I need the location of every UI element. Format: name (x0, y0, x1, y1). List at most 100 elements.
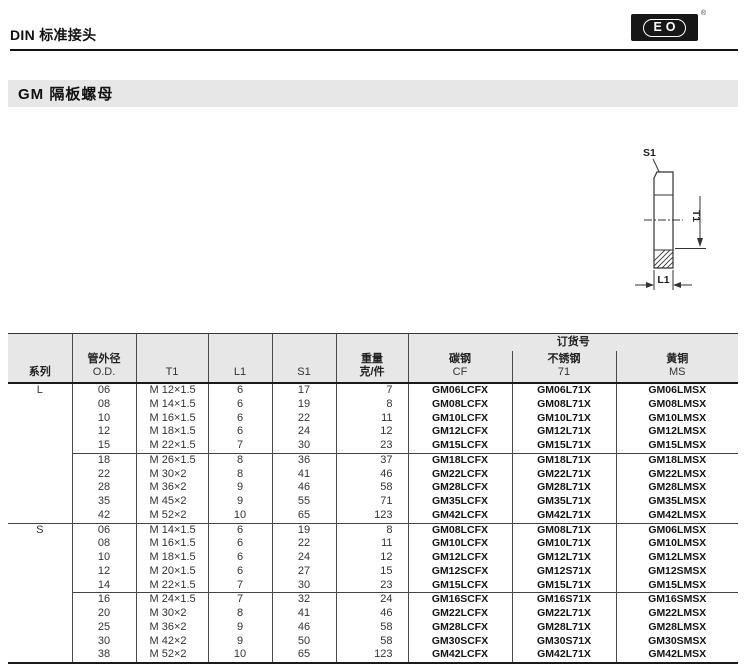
cell-ss: GM42L71X (511, 508, 616, 523)
cell-ms: GM15LMSX (615, 578, 739, 593)
cell-ss: GM22L71X (511, 467, 616, 482)
cell-series (8, 412, 72, 426)
cell-ms: GM22LMSX (615, 607, 739, 621)
cell-weight: 11 (335, 411, 408, 426)
cell-ms: GM12SMSX (615, 564, 739, 579)
cell-ms: GM35LMSX (615, 495, 739, 509)
cell-od: 20 (71, 607, 136, 621)
cell-ss: GM28L71X (511, 620, 616, 635)
cell-t1: M 14×1.5 (135, 397, 208, 412)
cell-od: 16 (71, 592, 136, 607)
eo-logo: EO ® (631, 10, 706, 41)
dim-label-s1: S1 (643, 147, 656, 159)
cell-od: 28 (71, 481, 136, 495)
cell-series (8, 439, 72, 453)
hatch-pattern (654, 250, 673, 268)
cell-cf: GM30SCFX (407, 634, 512, 649)
table-row: 14 M 22×1.5 7 30 23 GM15LCFX GM15L71X GM15LMSX (8, 578, 739, 593)
cell-l1: 10 (207, 648, 272, 663)
cell-ms: GM42LMSX (615, 648, 739, 663)
cell-od: 10 (71, 411, 136, 426)
cell-s1: 24 (271, 551, 336, 565)
cell-series: S (8, 522, 72, 538)
cell-l1: 7 (207, 439, 272, 454)
cell-l1: 8 (207, 607, 272, 621)
cell-series (8, 607, 72, 621)
cell-ss: GM06L71X (511, 383, 616, 398)
cell-ss: GM30S71X (511, 634, 616, 649)
cell-ms: GM10LMSX (615, 411, 739, 426)
registered-mark: ® (700, 10, 706, 17)
cell-ss: GM10L71X (511, 411, 616, 426)
cell-od: 25 (71, 620, 136, 635)
cell-t1: M 52×2 (135, 648, 208, 663)
cell-l1: 9 (207, 634, 272, 649)
cell-series (8, 509, 72, 523)
cell-l1: 7 (207, 578, 272, 593)
cell-ss: GM08L71X (511, 397, 616, 412)
cell-ss: GM22L71X (511, 607, 616, 621)
cell-t1: M 36×2 (135, 481, 208, 495)
cell-t1: M 16×1.5 (135, 537, 208, 551)
cell-s1: 65 (271, 648, 336, 663)
cell-weight: 71 (335, 495, 408, 509)
section-title: GM 隔板螺母 (18, 86, 114, 103)
col-header-t1: T1 (135, 333, 208, 384)
cell-weight: 58 (335, 634, 408, 649)
cell-t1: M 45×2 (135, 495, 208, 509)
cell-ss: GM12L71X (511, 551, 616, 565)
cell-ms: GM28LMSX (615, 620, 739, 635)
cell-cf: GM10LCFX (407, 411, 512, 426)
cell-ms: GM08LMSX (615, 397, 739, 412)
cell-ss: GM12S71X (511, 564, 616, 579)
cell-s1: 65 (271, 508, 336, 523)
col-header-s1: S1 (271, 333, 336, 384)
cell-cf: GM12LCFX (407, 425, 512, 439)
col-header-l1: L1 (207, 333, 272, 384)
spec-table-body: L 06 M 12×1.5 6 17 7 GM06LCFX GM06L71X GM06LMSX 0… (8, 383, 739, 663)
cell-ms: GM12LMSX (615, 425, 739, 439)
cell-series (8, 495, 72, 509)
cell-l1: 6 (207, 537, 272, 551)
cell-l1: 6 (207, 411, 272, 426)
cell-series (8, 398, 72, 412)
cell-ms: GM06LMSX (615, 383, 739, 398)
cell-weight: 123 (335, 648, 408, 663)
cell-cf: GM35LCFX (407, 495, 512, 509)
cell-series (8, 621, 72, 635)
cell-t1: M 16×1.5 (135, 411, 208, 426)
cell-ms: GM12LMSX (615, 551, 739, 565)
eo-logo-ring: EO (643, 18, 686, 37)
cell-weight: 8 (335, 522, 408, 538)
cell-t1: M 18×1.5 (135, 425, 208, 439)
cell-weight: 24 (335, 592, 408, 607)
cell-ss: GM42L71X (511, 648, 616, 663)
cell-cf: GM15LCFX (407, 439, 512, 454)
table-row: 30 M 42×2 9 50 58 GM30SCFX GM30S71X GM30SMSX (8, 634, 739, 649)
cell-t1: M 30×2 (135, 467, 208, 482)
spec-table: 系列 管外径 O.D. T1 L1 S1 (8, 333, 739, 664)
cell-ss: GM12L71X (511, 425, 616, 439)
cell-od: 18 (71, 452, 136, 468)
table-row: 12 M 20×1.5 6 27 15 GM12SCFX GM12S71X GM12SMSX (8, 564, 739, 579)
cell-od: 12 (71, 425, 136, 439)
cell-series (8, 468, 72, 482)
cell-l1: 6 (207, 551, 272, 565)
cell-od: 35 (71, 495, 136, 509)
cell-ms: GM06LMSX (615, 522, 739, 538)
cell-s1: 32 (271, 592, 336, 607)
cell-t1: M 22×1.5 (135, 439, 208, 454)
cell-l1: 8 (207, 467, 272, 482)
cell-cf: GM10LCFX (407, 537, 512, 551)
cell-od: 12 (71, 564, 136, 579)
cell-s1: 46 (271, 481, 336, 495)
cell-ss: GM35L71X (511, 495, 616, 509)
dim-label-t1: T1 (690, 210, 702, 222)
cell-t1: M 12×1.5 (135, 383, 208, 398)
cell-l1: 6 (207, 397, 272, 412)
col-header-series: 系列 (8, 333, 72, 384)
table-row: 10 M 18×1.5 6 24 12 GM12LCFX GM12L71X GM12LMSX (8, 551, 739, 565)
cell-weight: 58 (335, 481, 408, 495)
cell-t1: M 30×2 (135, 607, 208, 621)
table-row: 22 M 30×2 8 41 46 GM22LCFX GM22L71X GM22LMSX (8, 467, 739, 482)
